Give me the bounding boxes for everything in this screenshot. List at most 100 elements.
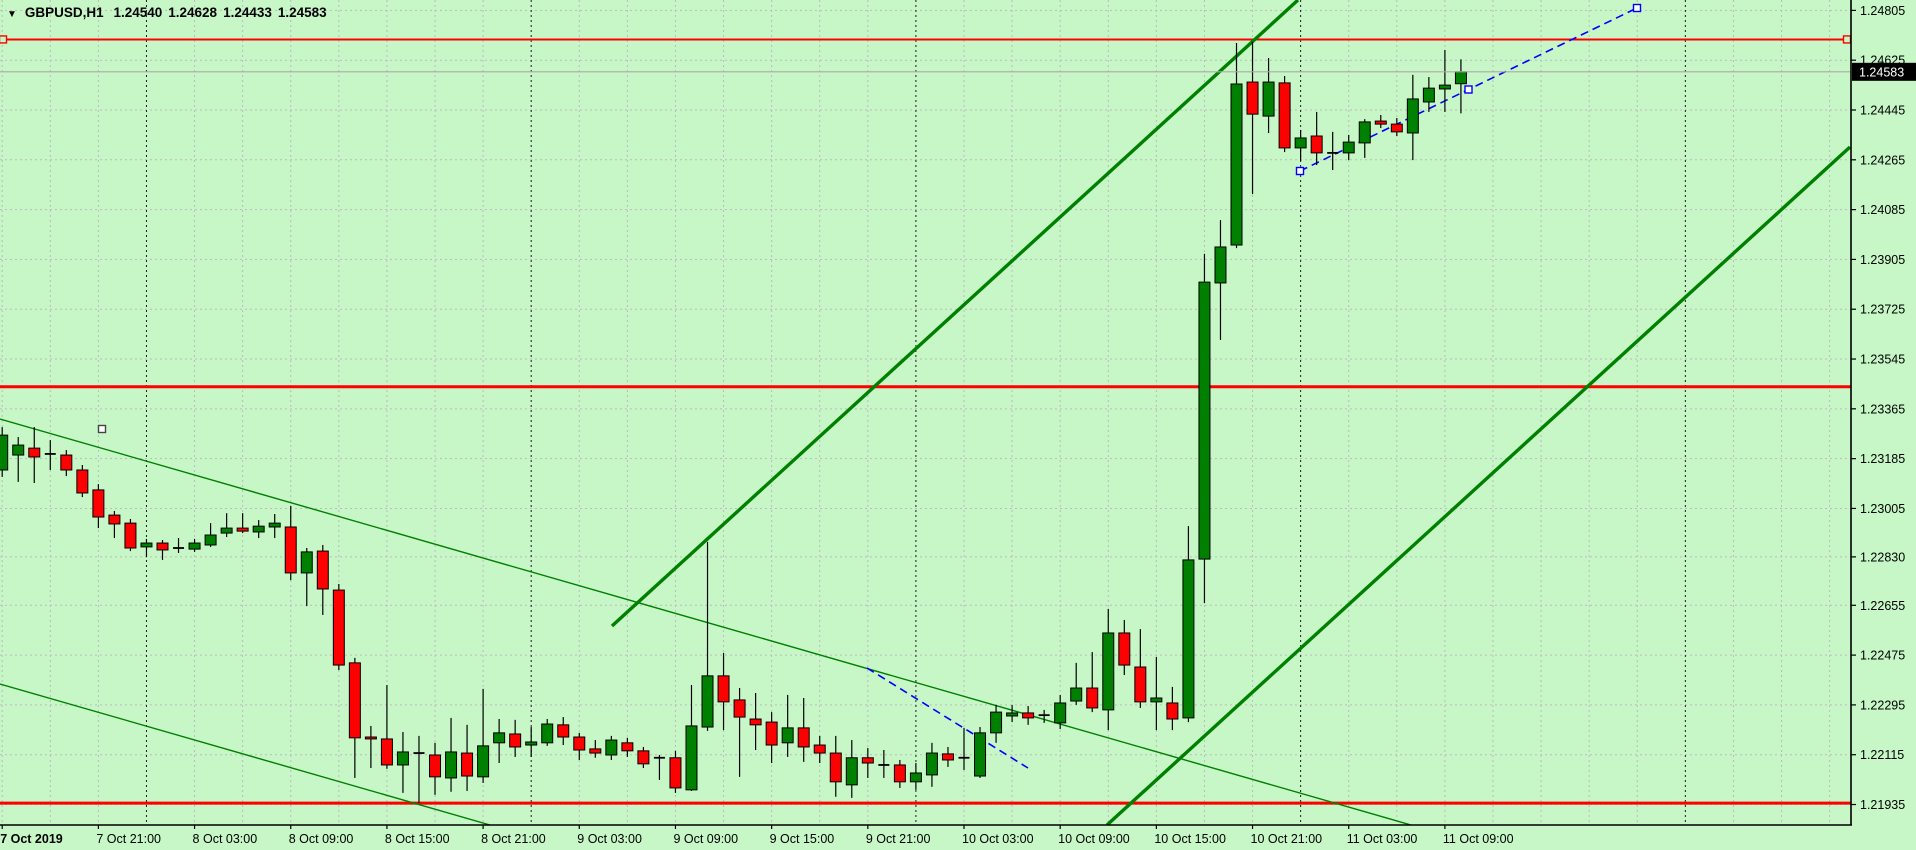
chart-title-overlay: ▼ GBPUSD,H1 1.24540 1.24628 1.24433 1.24583 <box>7 5 333 20</box>
bull-candle-body <box>300 551 313 574</box>
thin-trendline[interactable] <box>0 418 1412 825</box>
bull-candle-body <box>781 727 794 744</box>
candle <box>990 704 1003 743</box>
candle <box>1038 709 1050 723</box>
bear-candle-body <box>797 727 810 748</box>
bull-candle-body <box>204 534 217 546</box>
bear-candle-body <box>108 514 121 525</box>
bear-candle-body <box>429 754 442 778</box>
candle <box>573 732 586 760</box>
candle <box>605 735 618 760</box>
candle <box>493 719 506 764</box>
candle <box>1102 608 1115 731</box>
bull-candle-body <box>493 732 506 744</box>
bear-candle-body <box>236 527 249 532</box>
thick-trendline[interactable] <box>1105 145 1851 825</box>
bear-candle-body <box>1086 687 1099 709</box>
candle <box>1246 41 1259 195</box>
bull-candle-body <box>925 752 938 776</box>
candle <box>429 742 442 795</box>
candle <box>1230 43 1243 249</box>
candle <box>1022 706 1035 725</box>
bull-candle-body <box>1262 81 1275 117</box>
price-axis-label: 1.24445 <box>1860 104 1905 118</box>
bull-candle-body <box>220 527 233 534</box>
trendline-anchor-handle[interactable] <box>97 424 107 434</box>
candle <box>461 724 474 791</box>
bull-candle-body <box>252 525 265 533</box>
candle <box>413 735 425 803</box>
bull-candle-body <box>0 434 9 471</box>
bull-candle-body <box>268 522 281 528</box>
candle <box>958 727 970 770</box>
candle <box>909 763 922 790</box>
candle <box>156 539 169 560</box>
candle <box>621 737 634 757</box>
candle <box>140 538 153 558</box>
bull-candle-body <box>605 739 618 756</box>
candle <box>1198 253 1211 604</box>
candle <box>861 748 874 778</box>
time-axis-label: 8 Oct 21:00 <box>481 832 546 846</box>
candle <box>1214 220 1227 340</box>
candle <box>477 688 490 783</box>
doji-body <box>413 752 425 754</box>
bear-candle-body <box>509 733 522 748</box>
time-axis-label: 11 Oct 09:00 <box>1443 832 1514 846</box>
bear-candle-body <box>749 718 762 726</box>
candle <box>12 437 25 482</box>
candle <box>829 735 842 797</box>
candle <box>1054 694 1067 729</box>
time-axis-label: 8 Oct 15:00 <box>385 832 450 846</box>
bear-candle-body <box>717 675 730 703</box>
candle <box>1182 526 1195 723</box>
time-axis-label: 11 Oct 03:00 <box>1347 832 1418 846</box>
bear-candle-body <box>1118 632 1131 666</box>
bear-candle-body <box>1278 82 1291 149</box>
candle <box>974 727 987 778</box>
candle <box>1262 57 1275 133</box>
bear-candle-body <box>589 748 602 754</box>
red-line-handle[interactable] <box>0 35 8 44</box>
blue-trendline-handle[interactable] <box>1632 3 1642 13</box>
bear-candle-body <box>941 753 954 761</box>
price-axis-label: 1.23725 <box>1860 303 1905 317</box>
candle <box>637 746 650 768</box>
blue-trendline-handle[interactable] <box>1295 166 1305 176</box>
doji-body <box>653 756 665 759</box>
candle <box>1150 657 1163 731</box>
candle <box>396 732 409 793</box>
candle <box>28 427 41 483</box>
candle <box>252 520 265 539</box>
candle <box>332 583 345 671</box>
candle <box>669 750 682 793</box>
candle <box>1310 111 1323 166</box>
symbol-dropdown-icon[interactable]: ▼ <box>7 9 17 20</box>
bear-candle-body <box>573 736 586 751</box>
price-axis-label: 1.24085 <box>1860 203 1905 217</box>
price-axis-label: 1.24805 <box>1860 4 1905 18</box>
candle <box>925 742 938 787</box>
bull-candle-body <box>1182 559 1195 719</box>
candle <box>300 548 313 607</box>
ohlc-open-value: 1.24540 <box>113 5 163 20</box>
bear-candle-body <box>621 742 634 752</box>
bear-candle-body <box>1022 712 1035 719</box>
thin-trendline[interactable] <box>0 683 491 825</box>
doji-body <box>878 764 890 766</box>
candle <box>797 697 810 762</box>
bear-candle-body <box>380 738 393 766</box>
price-axis-label: 1.24265 <box>1860 153 1905 167</box>
candle <box>1278 75 1291 153</box>
blue-dashed-trendline[interactable] <box>866 667 1029 769</box>
blue-trendline-handle[interactable] <box>1464 85 1473 94</box>
time-axis-label: 9 Oct 03:00 <box>577 832 642 846</box>
thick-trendline[interactable] <box>610 0 1300 628</box>
candle <box>1422 77 1435 112</box>
candle <box>1374 114 1387 128</box>
red-line-handle[interactable] <box>1842 35 1851 44</box>
candle <box>1342 134 1355 161</box>
bear-candle-body <box>76 469 89 494</box>
